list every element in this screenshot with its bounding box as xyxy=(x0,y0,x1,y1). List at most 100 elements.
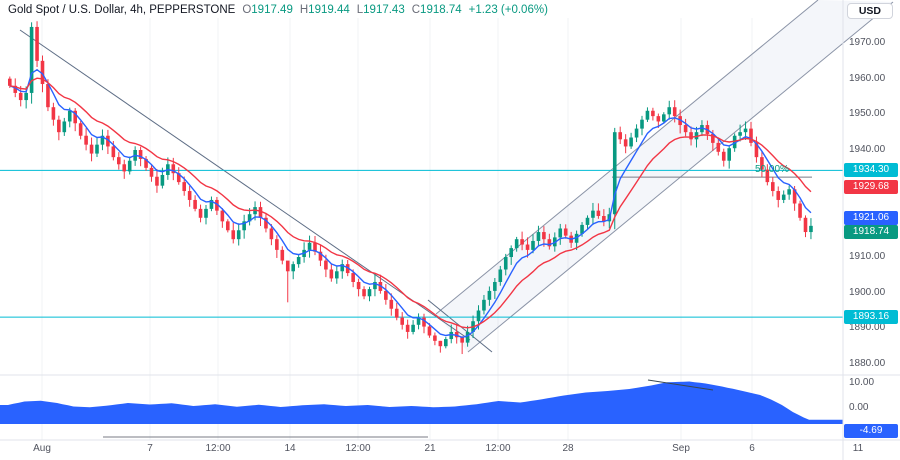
candle-down xyxy=(280,249,285,261)
candle-down xyxy=(716,142,721,152)
candle-up xyxy=(580,224,584,234)
candle-down xyxy=(792,189,797,204)
candle-up xyxy=(296,257,301,265)
candle-down xyxy=(89,144,94,154)
candle-up xyxy=(127,160,132,172)
price-axis-label: 1940.00 xyxy=(849,144,886,155)
symbol-title[interactable]: Gold Spot / U.S. Dollar, 4h, PEPPERSTONE xyxy=(8,4,236,16)
price-badge: 1918.74 xyxy=(844,224,898,239)
candle-down xyxy=(433,335,437,341)
candle-up xyxy=(476,310,481,322)
candle-down xyxy=(122,164,127,172)
candle-down xyxy=(362,289,366,297)
candle-up xyxy=(465,331,470,343)
candle-up xyxy=(29,26,34,93)
time-axis-label: Aug xyxy=(33,443,51,454)
candle-down xyxy=(596,210,601,216)
candle-down xyxy=(51,107,56,120)
candle-down xyxy=(231,230,236,240)
candle-down xyxy=(182,182,186,192)
candle-down xyxy=(438,340,443,347)
candle-up xyxy=(585,217,590,225)
candle-down xyxy=(760,157,764,170)
candle-down xyxy=(765,169,770,183)
ascending-channel-upper-line xyxy=(435,0,819,315)
candle-down xyxy=(117,157,121,165)
candle-down xyxy=(798,203,802,218)
currency-toggle-button[interactable]: USD xyxy=(846,3,893,19)
candle-down xyxy=(563,228,568,236)
candle-down xyxy=(40,60,45,85)
candle-up xyxy=(247,214,252,222)
candle-down xyxy=(623,139,628,147)
time-axis[interactable]: Aug 7 12:00 14 12:00 21 12:00 28 Sep 6 11 xyxy=(0,440,900,460)
candle-up xyxy=(498,269,503,282)
candle-up xyxy=(209,199,214,209)
moving-average-line xyxy=(9,77,812,329)
candle-down xyxy=(345,264,350,274)
open-value: 1917.49 xyxy=(251,4,293,16)
candle-down xyxy=(427,326,432,336)
candle-down xyxy=(144,158,148,168)
candle-up xyxy=(640,119,644,129)
candle-down xyxy=(384,290,388,300)
candle-down xyxy=(111,146,116,158)
candle-down xyxy=(618,132,622,140)
candle-up xyxy=(531,240,535,250)
candle-down xyxy=(542,232,546,240)
price-axis[interactable]: 1970.00 1960.00 1950.00 1940.00 1910.00 1900.… xyxy=(843,0,900,440)
candle-up xyxy=(743,128,748,133)
candle-down xyxy=(187,191,192,200)
candle-up xyxy=(367,289,372,297)
candle-up xyxy=(612,132,617,215)
candle-down xyxy=(8,78,12,86)
candle-up xyxy=(645,110,650,120)
indicator-area xyxy=(0,381,843,424)
candle-up xyxy=(373,281,377,290)
candle-up xyxy=(340,264,345,272)
candle-up xyxy=(558,228,563,238)
low-value: 1917.43 xyxy=(363,4,405,16)
candle-up xyxy=(291,264,295,272)
candle-down xyxy=(193,199,197,209)
time-axis-label: 12:00 xyxy=(485,443,511,454)
close-label: C xyxy=(411,4,421,16)
candle-down xyxy=(520,239,524,245)
candle-down xyxy=(711,133,715,143)
candle-down xyxy=(460,337,464,343)
descending-trendline xyxy=(19,29,471,341)
candle-down xyxy=(106,135,110,147)
candle-down xyxy=(525,244,530,250)
candle-up xyxy=(487,290,492,300)
price-axis-label: 1900.00 xyxy=(849,286,886,298)
open-label: O xyxy=(242,4,252,16)
time-axis-label: 6 xyxy=(749,443,755,454)
price-axis-label: 1960.00 xyxy=(849,72,886,84)
candle-up xyxy=(694,132,699,140)
candle-up xyxy=(634,128,639,138)
price-badge: -4.69 xyxy=(844,424,898,438)
candle-down xyxy=(803,217,808,233)
candle-down xyxy=(35,26,39,61)
candle-down xyxy=(275,239,279,250)
price-badge: 1929.68 xyxy=(844,179,898,194)
candle-up xyxy=(482,299,486,311)
candle-down xyxy=(754,142,759,158)
candle-up xyxy=(416,317,421,325)
time-axis-label: 11 xyxy=(852,443,864,454)
candle-down xyxy=(149,167,154,177)
candle-up xyxy=(514,239,519,249)
change-value: +1.23 (+0.06%) xyxy=(468,4,548,16)
candle-up xyxy=(727,148,731,161)
candle-up xyxy=(732,135,737,149)
time-axis-label: 21 xyxy=(424,443,436,454)
close-value: 1918.74 xyxy=(420,4,462,16)
symbol-legend[interactable]: Gold Spot / U.S. Dollar, 4h, PEPPERSTONE… xyxy=(8,4,548,16)
candle-up xyxy=(629,137,633,147)
price-badge: 1893.16 xyxy=(844,310,898,325)
time-axis-label: Sep xyxy=(672,443,690,454)
candle-down xyxy=(18,92,23,101)
candle-down xyxy=(672,107,677,117)
indicator-axis-label: 0.00 xyxy=(849,402,869,413)
